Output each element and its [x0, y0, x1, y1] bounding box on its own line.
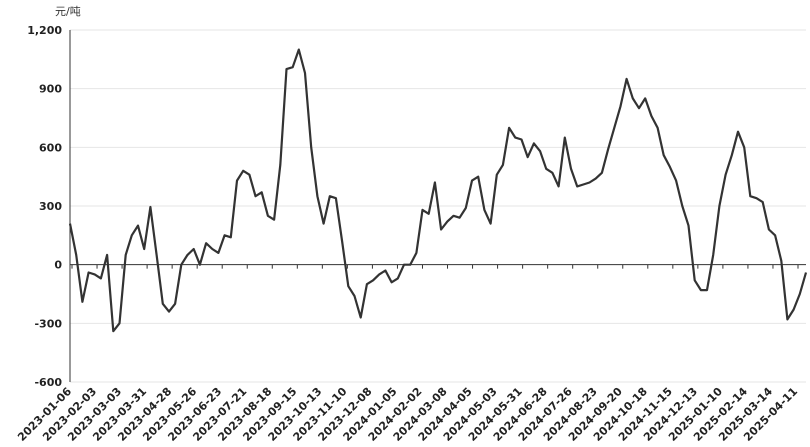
- series-line: [68, 48, 808, 333]
- y-tick-label: 1,200: [27, 24, 62, 37]
- y-tick-label: -300: [34, 317, 62, 330]
- y-tick-label: 600: [39, 141, 62, 154]
- y-axis-unit-label: 元/吨: [55, 5, 81, 18]
- series-layer: [68, 48, 808, 333]
- y-axis: -600 -300 0 300 600 900 1,200: [27, 24, 71, 389]
- x-axis: 2023-01-062023-02-032023-03-032023-03-31…: [15, 264, 800, 444]
- y-tick-label: 300: [39, 200, 62, 213]
- y-tick-label: 900: [39, 83, 62, 96]
- y-tick-label: -600: [34, 376, 62, 389]
- y-tick-label: 0: [54, 259, 62, 272]
